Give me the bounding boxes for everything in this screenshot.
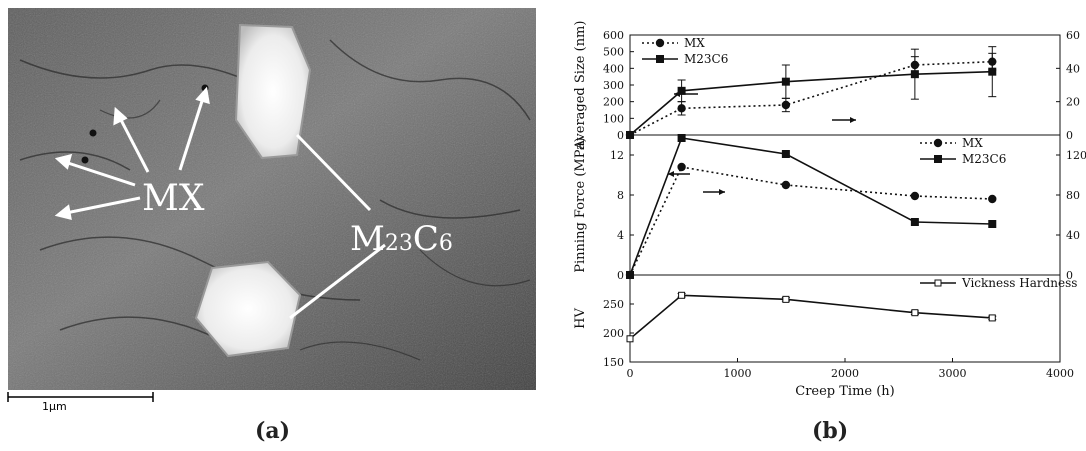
data-point bbox=[910, 191, 920, 201]
data-point bbox=[677, 104, 686, 113]
legend-label: M23C6 bbox=[684, 52, 728, 66]
m23c6-particle-upper bbox=[234, 23, 312, 160]
x-tick-label: 4000 bbox=[1046, 367, 1074, 380]
y-tick-label: 200 bbox=[603, 327, 624, 340]
data-point bbox=[988, 194, 997, 204]
y-tick-label: 4 bbox=[617, 229, 624, 242]
axis-direction-arrowhead bbox=[674, 91, 680, 97]
micrograph-panel: MX M23C6 1µm bbox=[7, 8, 536, 413]
data-point bbox=[655, 38, 665, 48]
axis-direction-arrowhead bbox=[850, 117, 856, 123]
y-tick-label: 200 bbox=[603, 96, 624, 109]
data-point bbox=[678, 291, 686, 299]
y2-tick-label: 40 bbox=[1066, 229, 1080, 242]
data-point bbox=[934, 155, 942, 163]
y-tick-label: 12 bbox=[610, 149, 624, 162]
y-axis-label: Pinning Force (MPa) bbox=[573, 137, 588, 272]
data-point bbox=[988, 314, 996, 322]
series-line bbox=[629, 70, 993, 136]
y2-tick-label: 40 bbox=[1066, 62, 1080, 75]
scale-bar-label: 1µm bbox=[42, 400, 67, 413]
data-point bbox=[910, 70, 919, 79]
x-tick-label: 0 bbox=[627, 367, 634, 380]
y-tick-label: 400 bbox=[603, 62, 624, 75]
data-point bbox=[781, 100, 791, 110]
data-point bbox=[781, 180, 791, 190]
y-tick-label: 8 bbox=[617, 189, 624, 202]
y2-tick-label: 120 bbox=[1066, 149, 1086, 162]
mx-precipitate bbox=[89, 129, 97, 137]
y-tick-label: 100 bbox=[603, 112, 624, 125]
y-tick-label: 0 bbox=[617, 269, 624, 282]
data-point bbox=[782, 295, 790, 303]
data-point bbox=[677, 86, 686, 95]
y2-tick-label: 0 bbox=[1066, 269, 1073, 282]
data-point bbox=[911, 309, 919, 317]
y2-tick-label: 80 bbox=[1066, 189, 1080, 202]
x-tick-label: 2000 bbox=[831, 367, 859, 380]
data-point bbox=[934, 279, 942, 287]
series-line bbox=[629, 294, 993, 340]
data-point bbox=[781, 150, 790, 158]
x-tick-label: 1000 bbox=[724, 367, 752, 380]
scale-bar: 1µm bbox=[7, 392, 154, 413]
y2-tick-label: 0 bbox=[1066, 129, 1073, 142]
data-point bbox=[988, 220, 997, 228]
x-tick-label: 3000 bbox=[939, 367, 967, 380]
y-axis-label: Averaged Size (nm) bbox=[573, 21, 588, 151]
y-tick-label: 300 bbox=[603, 79, 624, 92]
data-point bbox=[933, 138, 943, 148]
mx-arrow bbox=[64, 160, 136, 187]
y2-tick-label: 60 bbox=[1066, 29, 1080, 42]
mx-label: MX bbox=[142, 178, 205, 219]
data-point bbox=[988, 67, 997, 76]
legend-label: Vickness Hardness bbox=[961, 276, 1077, 290]
mx-arrow bbox=[65, 196, 141, 215]
y-tick-label: 500 bbox=[603, 46, 624, 59]
legend-label: MX bbox=[962, 136, 983, 150]
series-line bbox=[629, 166, 993, 276]
m23c6-particle-lower bbox=[194, 260, 302, 358]
data-point bbox=[626, 335, 634, 343]
panel-a-caption: (a) bbox=[255, 418, 291, 444]
x-axis-label: Creep Time (h) bbox=[795, 384, 895, 399]
y-tick-label: 0 bbox=[617, 129, 624, 142]
axis-direction-arrowhead bbox=[668, 171, 674, 177]
data-point bbox=[656, 55, 664, 63]
legend-label: M23C6 bbox=[962, 152, 1006, 166]
mx-arrow bbox=[118, 117, 150, 173]
y2-tick-label: 20 bbox=[1066, 96, 1080, 109]
data-point bbox=[910, 218, 919, 226]
axis-direction-arrowhead bbox=[719, 189, 725, 195]
legend-label: MX bbox=[684, 36, 705, 50]
m23c6-pointer bbox=[289, 243, 386, 320]
data-point bbox=[677, 162, 686, 172]
y-axis-label: HV bbox=[573, 308, 588, 329]
y-tick-label: 150 bbox=[603, 356, 624, 369]
panel-b-caption: (b) bbox=[812, 418, 849, 444]
data-point bbox=[677, 134, 686, 142]
y-tick-label: 600 bbox=[603, 29, 624, 42]
data-point bbox=[781, 77, 790, 86]
m23c6-pointer bbox=[295, 133, 372, 212]
y-tick-label: 250 bbox=[603, 298, 624, 311]
m23c6-label: M23C6 bbox=[350, 219, 453, 259]
mx-arrow bbox=[178, 97, 205, 171]
mx-precipitate bbox=[81, 156, 89, 164]
